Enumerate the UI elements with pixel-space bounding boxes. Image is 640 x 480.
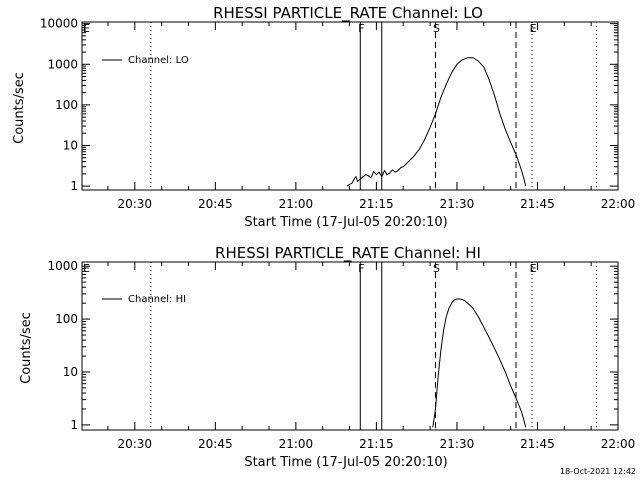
y-tick-label-hi: 100: [55, 312, 78, 326]
x-tick-label-hi: 21:45: [520, 437, 555, 451]
event-marker-label-hi: F: [358, 262, 364, 275]
x-tick-label-lo: 21:15: [359, 197, 394, 211]
y-tick-label-hi: 1000: [47, 259, 78, 273]
legend-label-lo: Channel: LO: [128, 55, 189, 66]
x-tick-label-hi: 20:45: [198, 437, 233, 451]
event-marker-label-hi: E: [530, 262, 537, 275]
x-tick-label-lo: 21:45: [520, 197, 555, 211]
x-tick-label-hi: 21:30: [440, 437, 475, 451]
x-axis-label-lo: Start Time (17-Jul-05 20:20:10): [244, 215, 447, 230]
event-marker-label-lo: S: [433, 22, 440, 35]
footer-timestamp: 18-Oct-2021 12:42: [560, 467, 636, 476]
plot-frame-lo: [81, 21, 619, 191]
x-tick-label-hi: 21:15: [359, 437, 394, 451]
chart-title-hi: RHESSI PARTICLE_RATE Channel: HI: [215, 244, 481, 263]
y-axis-label-lo: Counts/sec: [12, 72, 27, 144]
chart-title-lo: RHESSI PARTICLE_RATE Channel: LO: [213, 4, 483, 23]
y-axis-label-hi: Counts/sec: [19, 312, 34, 384]
hi-channel-panel: RHESSI PARTICLE_RATE Channel: HI Start T…: [19, 244, 635, 470]
y-tick-label-lo: 10: [63, 138, 78, 152]
x-tick-label-lo: 20:45: [198, 197, 233, 211]
plot-frame-hi: [81, 261, 619, 431]
start-marker-label-hi: E: [83, 262, 90, 275]
event-marker-label-hi: S: [433, 262, 440, 275]
lo-channel-panel: RHESSI PARTICLE_RATE Channel: LO Start T…: [12, 4, 635, 230]
y-tick-label-lo: 100: [55, 98, 78, 112]
legend-label-hi: Channel: HI: [128, 294, 186, 305]
y-tick-label-hi: 10: [63, 365, 78, 379]
x-tick-label-hi: 21:00: [279, 437, 314, 451]
y-tick-label-lo: 1000: [47, 57, 78, 71]
event-marker-label-lo: F: [358, 22, 364, 35]
start-marker-label-lo: E: [83, 22, 90, 35]
y-tick-label-lo: 10000: [40, 17, 78, 31]
x-tick-label-hi: 22:00: [601, 437, 636, 451]
series-line-lo: [346, 57, 527, 187]
series-line-hi: [432, 298, 527, 428]
event-marker-label-lo: E: [530, 22, 537, 35]
x-tick-label-lo: 22:00: [601, 197, 636, 211]
y-tick-label-hi: 1: [70, 418, 78, 432]
x-tick-label-lo: 21:00: [279, 197, 314, 211]
x-tick-label-lo: 20:30: [117, 197, 152, 211]
y-tick-label-lo: 1: [70, 179, 78, 193]
x-axis-label-hi: Start Time (17-Jul-05 20:20:10): [244, 455, 447, 470]
x-tick-label-hi: 20:30: [117, 437, 152, 451]
x-tick-label-lo: 21:30: [440, 197, 475, 211]
